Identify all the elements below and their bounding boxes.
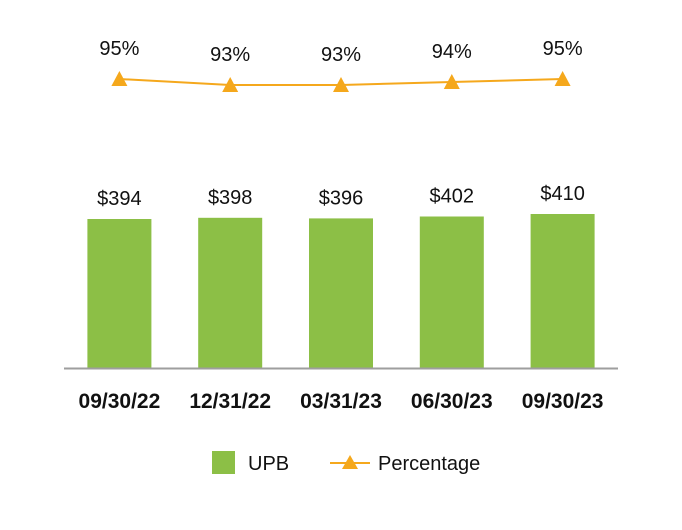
percentage-line-layer: 95% 93% 93% 94% 95% bbox=[99, 38, 583, 92]
bar-value-label: $394 bbox=[97, 188, 142, 210]
category-label: 09/30/23 bbox=[522, 390, 604, 413]
percentage-value-label: 95% bbox=[543, 38, 583, 60]
legend: UPB Percentage bbox=[212, 451, 480, 475]
percentage-value-label: 93% bbox=[210, 44, 250, 66]
percentage-point-marker bbox=[111, 71, 128, 86]
bar-value-label: $410 bbox=[540, 183, 585, 205]
percentage-value-label: 95% bbox=[99, 38, 139, 60]
bar-12/31/22 bbox=[198, 217, 263, 369]
legend-marker-percentage bbox=[342, 455, 358, 469]
category-label: 09/30/22 bbox=[79, 390, 161, 413]
bar-06/30/23 bbox=[419, 216, 484, 368]
legend-swatch-upb bbox=[212, 451, 235, 474]
bar-value-label: $398 bbox=[208, 187, 253, 209]
percentage-point-marker bbox=[333, 77, 349, 92]
percentage-value-label: 93% bbox=[321, 44, 361, 66]
category-label: 03/31/23 bbox=[300, 390, 382, 413]
bar-09/30/22 bbox=[87, 219, 152, 368]
legend-label-upb: UPB bbox=[248, 453, 289, 475]
legend-label-percentage: Percentage bbox=[378, 453, 480, 475]
bar-layer: $394 $398 $396 $402 $410 bbox=[87, 183, 595, 369]
bar-09/30/23 bbox=[530, 214, 595, 368]
percentage-point-marker bbox=[443, 74, 460, 89]
percentage-point-marker bbox=[554, 71, 571, 86]
category-label-layer: 09/30/22 12/31/22 03/31/23 06/30/23 09/30/23 bbox=[79, 390, 604, 413]
bar-value-label: $402 bbox=[430, 186, 475, 208]
percentage-value-label: 94% bbox=[432, 41, 472, 63]
percentage-point-marker bbox=[222, 77, 239, 92]
category-label: 12/31/22 bbox=[189, 390, 271, 413]
category-label: 06/30/23 bbox=[411, 390, 493, 413]
bar-03/31/23 bbox=[309, 218, 373, 368]
bar-value-label: $396 bbox=[319, 187, 364, 209]
